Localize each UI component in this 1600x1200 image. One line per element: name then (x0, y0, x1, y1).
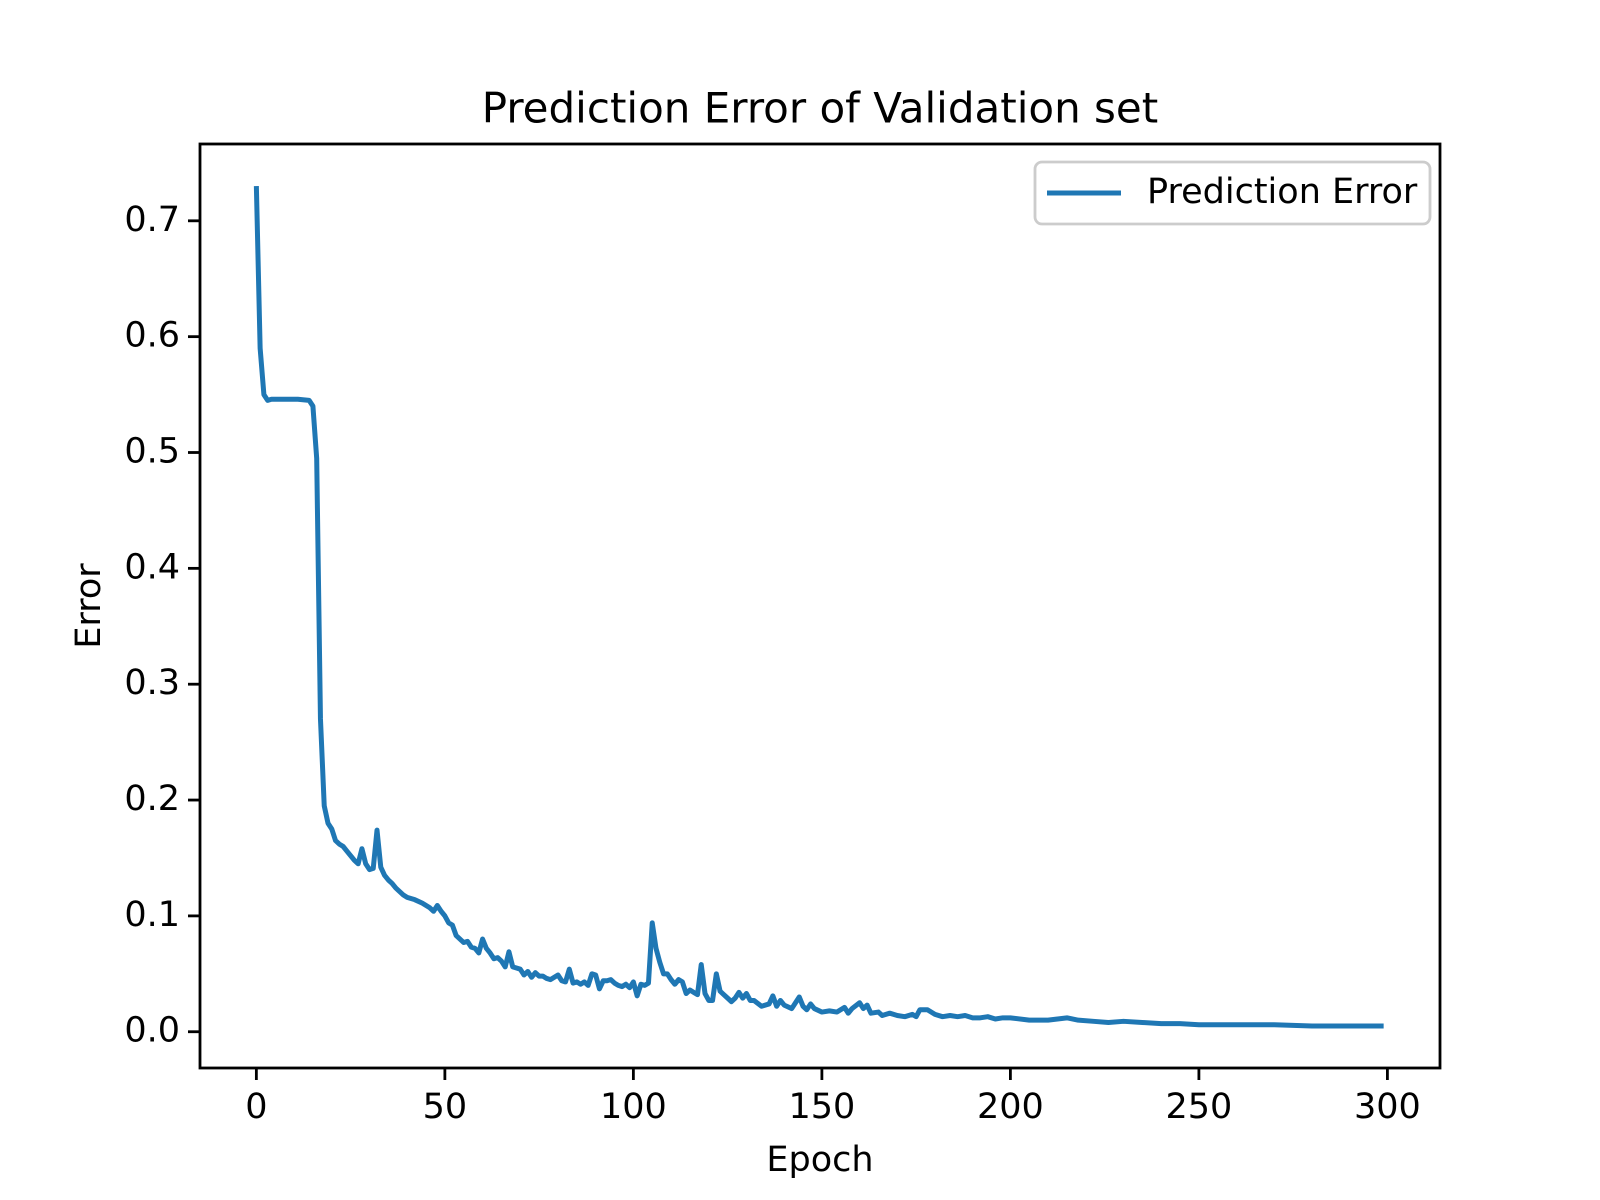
x-tick-label: 0 (245, 1087, 267, 1127)
y-tick-label: 0.3 (124, 663, 180, 703)
y-tick-label: 0.2 (124, 779, 180, 819)
x-tick-label: 250 (1165, 1087, 1232, 1127)
x-tick-label: 200 (977, 1087, 1044, 1127)
x-axis-label: Epoch (766, 1140, 873, 1180)
x-tick-label: 100 (600, 1087, 667, 1127)
x-tick-label: 150 (788, 1087, 855, 1127)
y-tick-label: 0.1 (124, 895, 180, 935)
y-tick-label: 0.5 (124, 432, 180, 472)
legend-box (1033, 160, 1432, 226)
legend-label: Prediction Error (1147, 172, 1418, 212)
data-line (253, 185, 1384, 1029)
x-tick-label: 300 (1354, 1087, 1421, 1127)
plot-frame (198, 142, 1442, 1070)
chart-title: Prediction Error of Validation set (482, 84, 1159, 133)
y-tick-label: 0.4 (124, 547, 180, 587)
x-tick-label: 50 (423, 1087, 468, 1127)
y-tick-label: 0.0 (124, 1011, 180, 1051)
y-tick-label: 0.6 (124, 316, 180, 356)
y-tick-label: 0.7 (124, 200, 180, 240)
y-axis-label: Error (69, 563, 109, 649)
